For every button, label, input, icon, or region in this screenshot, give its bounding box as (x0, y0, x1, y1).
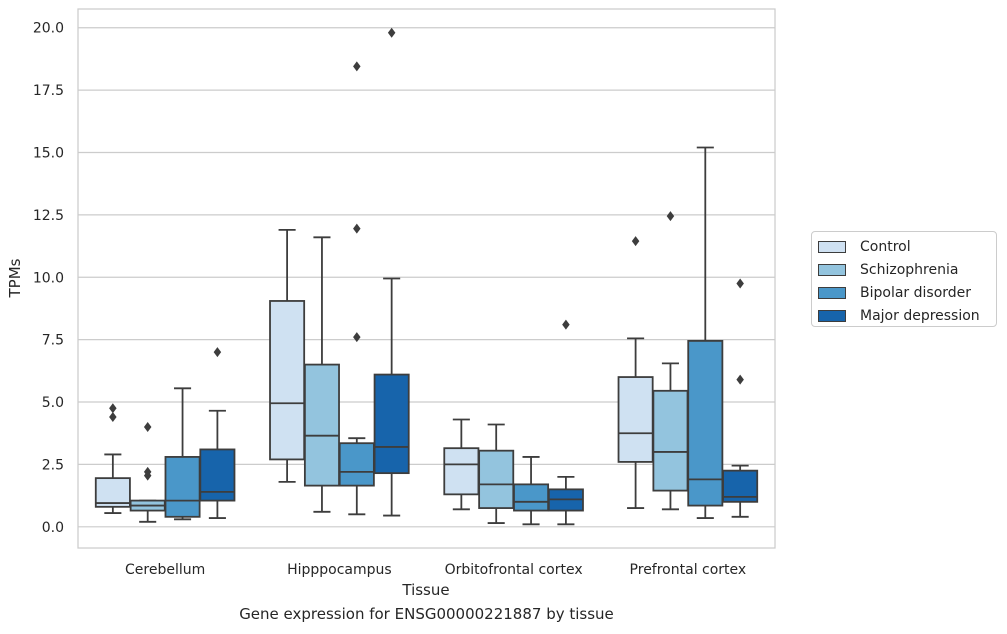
box-major-depression (373, 27, 410, 517)
figure-caption: Gene expression for ENSG00000221887 by t… (239, 605, 614, 623)
box-iqr (652, 389, 689, 492)
y-tick-label: 10.0 (33, 270, 64, 286)
outlier-point (143, 466, 152, 477)
y-tick-labels: 0.0 2.5 5.0 7.5 10.0 12.5 15.0 17.5 20.0 (33, 21, 64, 536)
x-tick-label: Cerebellum (125, 562, 205, 578)
x-tick-label: Prefrontal cortex (630, 562, 747, 578)
outlier-point (143, 421, 152, 432)
box-iqr (303, 363, 340, 487)
plot-frame (77, 8, 776, 549)
x-tick-labels: Cerebellum Hipppocampus Orbitofrontal cort… (125, 562, 746, 578)
y-tick-label: 5.0 (42, 395, 64, 411)
outlier-point (736, 374, 744, 385)
legend-item: Control (818, 235, 996, 258)
outlier-point (213, 347, 222, 358)
legend-label: Bipolar disorder (860, 284, 972, 301)
outlier-point (353, 332, 361, 343)
legend-label: Control (860, 238, 911, 255)
legend: Control Schizophrenia Bipolar disorder Majo… (811, 231, 997, 327)
y-tick-label: 20.0 (33, 21, 64, 37)
x-axis-title: Tissue (401, 581, 449, 599)
box-schizophrenia (652, 211, 689, 511)
box-schizophrenia (303, 236, 340, 513)
box-iqr (478, 449, 515, 509)
box-control (94, 403, 131, 514)
box-iqr (338, 442, 375, 487)
box-schizophrenia (478, 423, 515, 524)
y-gridlines (78, 27, 775, 528)
box-major-depression (722, 278, 759, 518)
outlier-point (631, 236, 640, 247)
box-major-depression (199, 347, 236, 519)
y-tick-label: 0.0 (42, 520, 64, 536)
outlier-point (109, 403, 117, 414)
box-bipolar-disorder (687, 146, 724, 519)
legend-label: Schizophrenia (860, 261, 959, 278)
y-tick-label: 17.5 (33, 83, 64, 99)
outlier-point (736, 278, 744, 289)
outlier-point (109, 411, 117, 422)
box-iqr (513, 483, 550, 512)
box-iqr (269, 300, 306, 461)
legend-item: Major depression (818, 304, 996, 327)
legend-swatch (818, 263, 846, 276)
x-tick-label: Orbitofrontal cortex (445, 562, 583, 578)
outlier-point (666, 211, 675, 222)
box-iqr (164, 456, 201, 518)
box-bipolar-disorder (513, 456, 550, 526)
box-bipolar-disorder (164, 387, 201, 521)
box-bipolar-disorder (338, 61, 375, 516)
y-axis-title: TPMs (6, 258, 24, 298)
y-tick-label: 7.5 (42, 333, 64, 349)
box-iqr (94, 477, 131, 508)
box-iqr (687, 339, 724, 507)
box-iqr (199, 448, 236, 502)
legend-swatch (818, 286, 846, 299)
outlier-point (353, 223, 361, 234)
y-tick-label: 2.5 (42, 457, 64, 473)
y-tick-label: 15.0 (33, 145, 64, 161)
legend-item: Schizophrenia (818, 258, 996, 281)
outlier-point (387, 27, 396, 38)
legend-swatch (818, 240, 846, 253)
legend-label: Major depression (860, 307, 980, 324)
box-control (617, 236, 654, 509)
box-iqr (373, 373, 410, 475)
x-tick-label: Hipppocampus (287, 562, 392, 578)
box-schizophrenia (129, 421, 166, 523)
outlier-point (353, 61, 361, 72)
box-major-depression (547, 319, 584, 526)
box-control (443, 418, 480, 511)
box-iqr (443, 447, 480, 496)
legend-item: Bipolar disorder (818, 281, 996, 304)
box-iqr (617, 376, 654, 463)
outlier-point (562, 319, 570, 330)
legend-swatch (818, 309, 846, 322)
box-control (269, 228, 306, 483)
box-groups (94, 27, 759, 526)
y-tick-label: 12.5 (33, 208, 64, 224)
